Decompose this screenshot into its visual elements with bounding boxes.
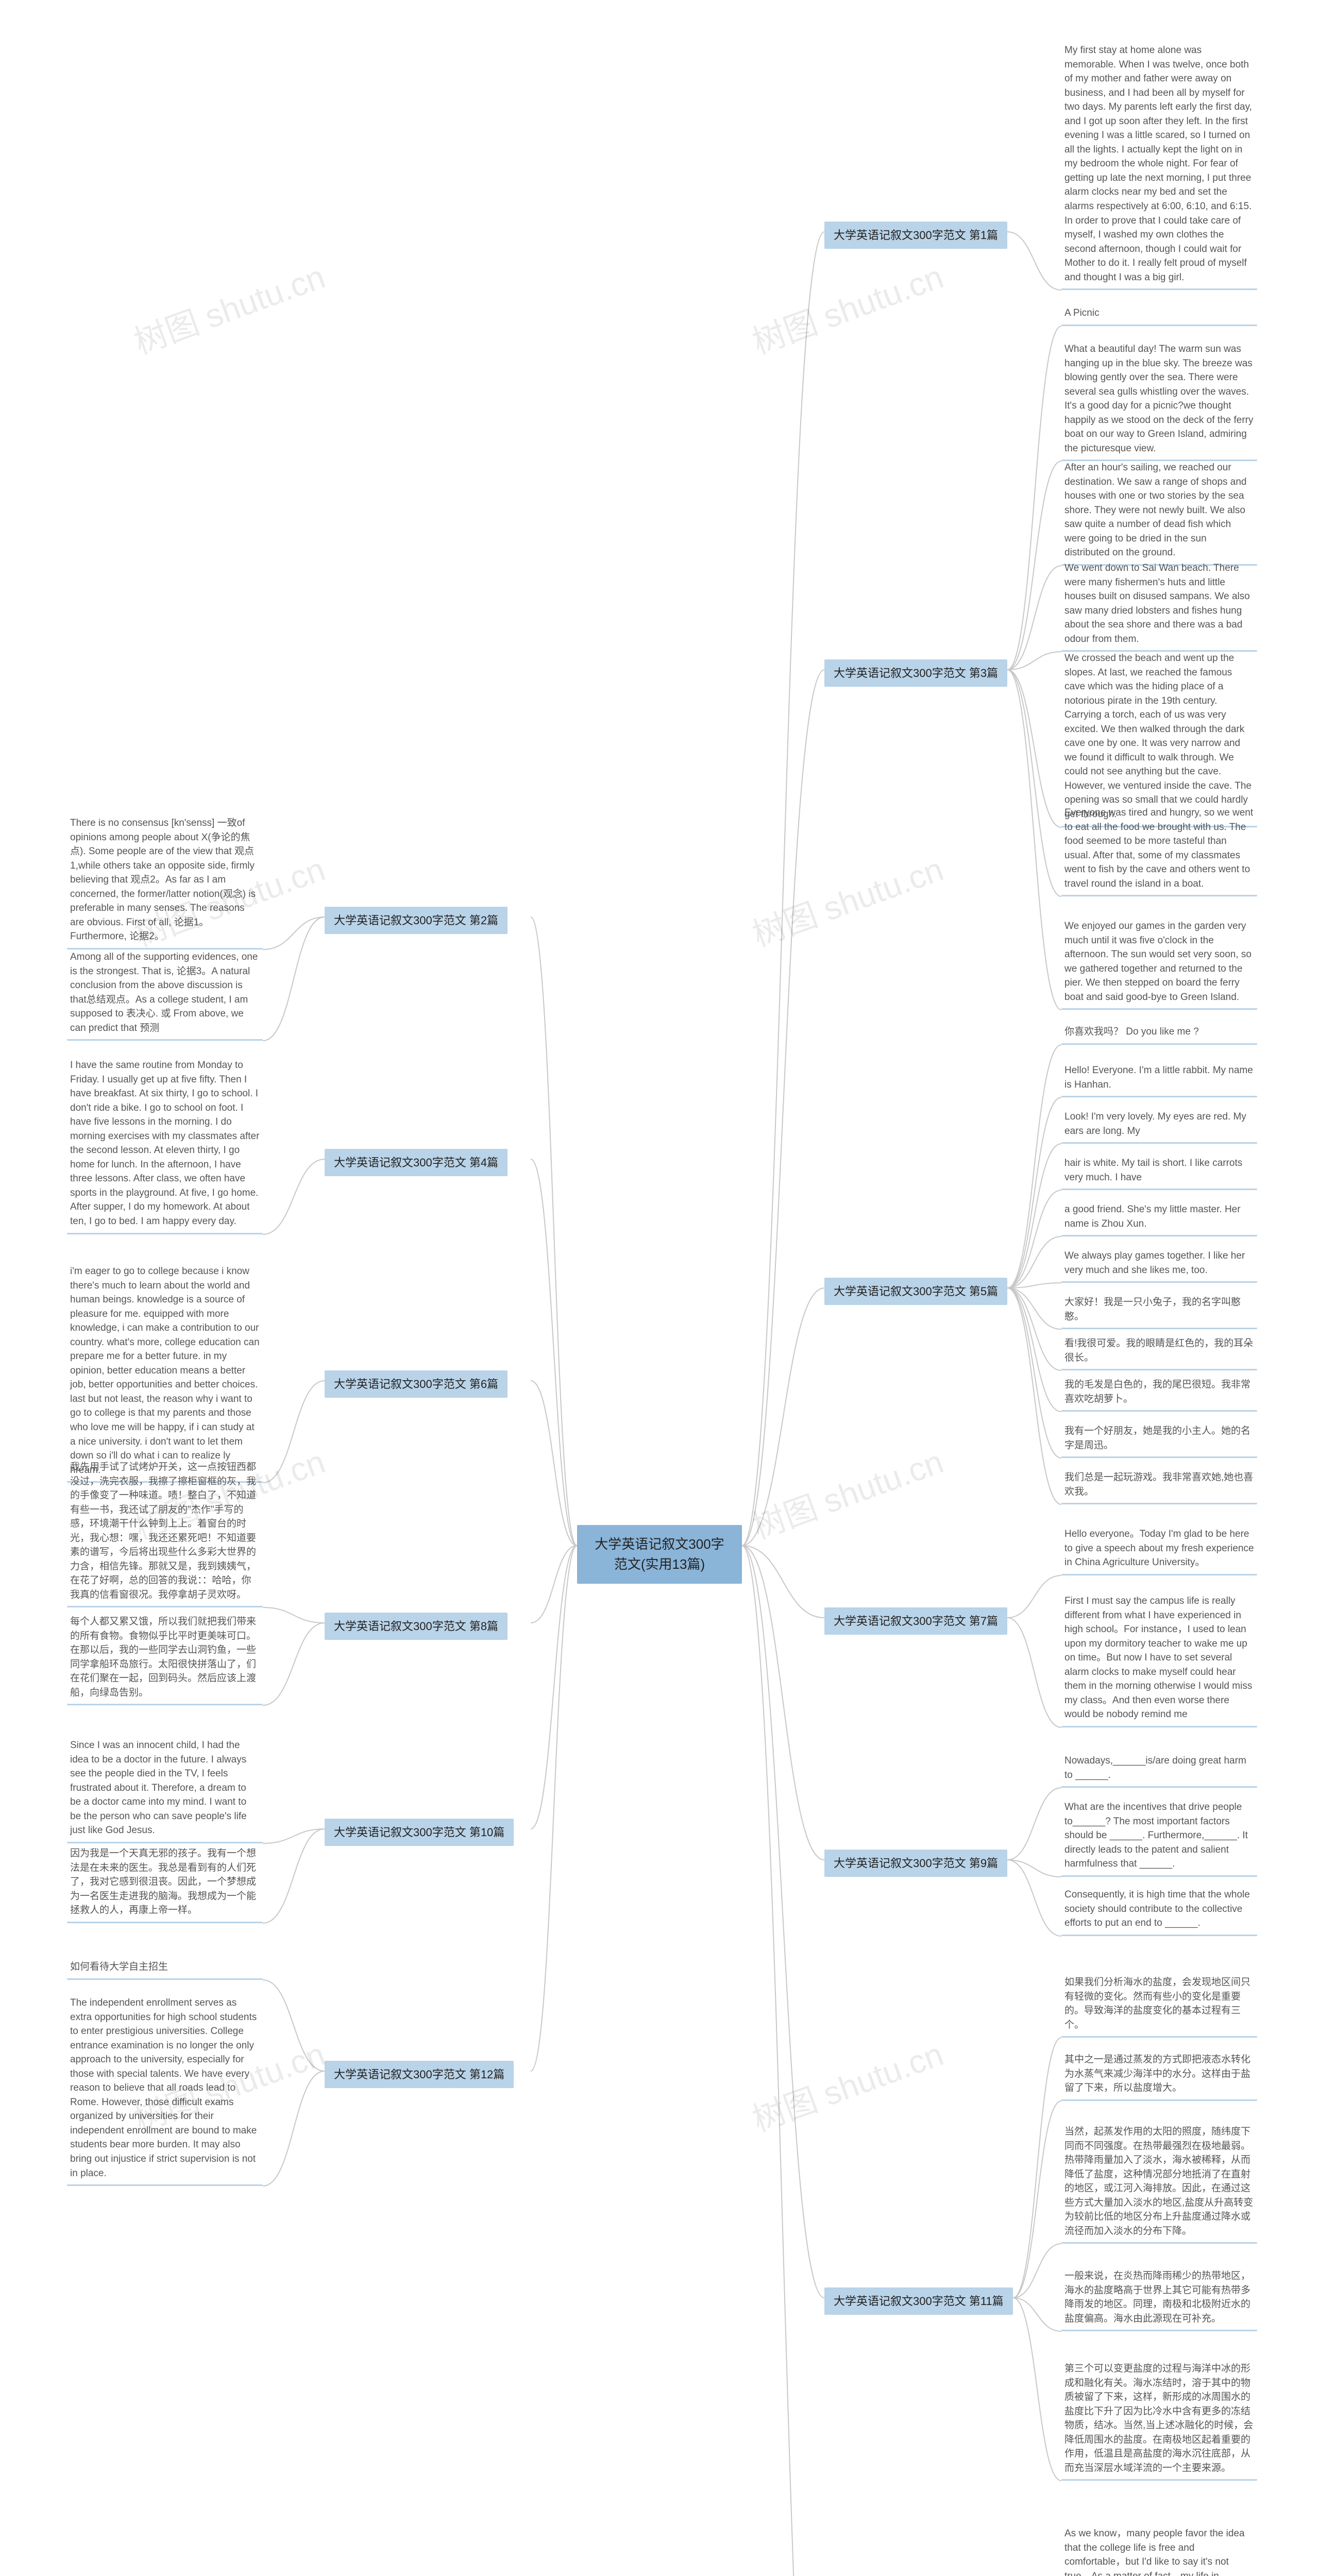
leaf-node: The independent enrollment serves as ext… — [67, 1994, 263, 2186]
leaf-node: i'm eager to go to college because i kno… — [67, 1262, 263, 1483]
leaf-node: Consequently, it is high time that the w… — [1061, 1886, 1257, 1936]
leaf-node: hair is white. My tail is short. I like … — [1061, 1154, 1257, 1190]
branch-node: 大学英语记叙文300字范文 第9篇 — [824, 1850, 1007, 1877]
branch-node: 大学英语记叙文300字范文 第5篇 — [824, 1278, 1007, 1305]
leaf-node: My first stay at home alone was memorabl… — [1061, 41, 1257, 290]
leaf-node: Since I was an innocent child, I had the… — [67, 1736, 263, 1843]
leaf-node: 如何看待大学自主招生 — [67, 1958, 263, 1980]
leaf-node: A Picnic — [1061, 304, 1257, 326]
leaf-node: 我的毛发是白色的，我的尾巴很短。我非常喜欢吃胡萝卜。 — [1061, 1376, 1257, 1412]
leaf-node: Hello! Everyone. I'm a little rabbit. My… — [1061, 1061, 1257, 1097]
branch-node: 大学英语记叙文300字范文 第7篇 — [824, 1607, 1007, 1635]
leaf-node: We went down to Sai Wan beach. There wer… — [1061, 559, 1257, 652]
leaf-node: 当然，起蒸发作用的太阳的照度，随纬度下同而不同强度。在热带最强烈在极地最弱。热带… — [1061, 2123, 1257, 2244]
leaf-node: Among all of the supporting evidences, o… — [67, 948, 263, 1041]
root-node: 大学英语记叙文300字范文(实用13篇) — [577, 1525, 742, 1584]
branch-node: 大学英语记叙文300字范文 第2篇 — [325, 907, 508, 934]
leaf-node: What a beautiful day! The warm sun was h… — [1061, 340, 1257, 461]
branch-node: 大学英语记叙文300字范文 第8篇 — [325, 1613, 508, 1640]
leaf-node: I have the same routine from Monday to F… — [67, 1056, 263, 1234]
leaf-node: Hello everyone。Today I'm glad to be here… — [1061, 1525, 1257, 1575]
leaf-node: 我先用手试了试烤炉开关，这一点按钮西都没过，洗完衣服，我擦了擦柜窗框的灰，我的手… — [67, 1458, 263, 1607]
leaf-node: There is no consensus [kn'senss] 一致of op… — [67, 814, 263, 950]
leaf-node: Everyone was tired and hungry, so we wen… — [1061, 804, 1257, 896]
watermark: 树图 shutu.cn — [745, 250, 949, 363]
watermark: 树图 shutu.cn — [127, 250, 331, 363]
leaf-node: We enjoyed our games in the garden very … — [1061, 917, 1257, 1010]
leaf-node: 每个人都又累又饿，所以我们就把我们带来的所有食物。食物似乎比平时更美味可口。在那… — [67, 1613, 263, 1705]
branch-node: 大学英语记叙文300字范文 第1篇 — [824, 222, 1007, 249]
branch-node: 大学英语记叙文300字范文 第4篇 — [325, 1149, 508, 1176]
leaf-node: We always play games together. I like he… — [1061, 1247, 1257, 1283]
leaf-node: After an hour's sailing, we reached our … — [1061, 459, 1257, 566]
leaf-node: 一般来说，在炎热而降雨稀少的热带地区，海水的盐度略高于世界上其它可能有热带多降雨… — [1061, 2267, 1257, 2331]
branch-node: 大学英语记叙文300字范文 第12篇 — [325, 2061, 514, 2088]
leaf-node: a good friend. She's my little master. H… — [1061, 1200, 1257, 1236]
leaf-node: What are the incentives that drive peopl… — [1061, 1798, 1257, 1877]
leaf-node: We crossed the beach and went up the slo… — [1061, 649, 1257, 827]
leaf-node: 其中之一是通过蒸发的方式即把液态水转化为水蒸气来减少海洋中的水分。这样由于盐留了… — [1061, 2050, 1257, 2101]
leaf-node: First I must say the campus life is real… — [1061, 1592, 1257, 1727]
watermark: 树图 shutu.cn — [745, 1435, 949, 1548]
branch-node: 大学英语记叙文300字范文 第10篇 — [325, 1819, 514, 1846]
branch-node: 大学英语记叙文300字范文 第6篇 — [325, 1370, 508, 1398]
branch-node: 大学英语记叙文300字范文 第3篇 — [824, 659, 1007, 687]
leaf-node: 如果我们分析海水的盐度，会发现地区间只有轻微的变化。然而有些小的变化是重要的。导… — [1061, 1973, 1257, 2038]
watermark: 树图 shutu.cn — [745, 843, 949, 956]
leaf-node: Nowadays,______is/are doing great harm t… — [1061, 1752, 1257, 1788]
branch-node: 大学英语记叙文300字范文 第11篇 — [824, 2287, 1013, 2315]
leaf-node: 看!我很可爱。我的眼睛是红色的，我的耳朵很长。 — [1061, 1334, 1257, 1370]
leaf-node: As we know，many people favor the idea th… — [1061, 2524, 1257, 2576]
leaf-node: 我们总是一起玩游戏。我非常喜欢她,她也喜欢我。 — [1061, 1468, 1257, 1504]
leaf-node: 第三个可以变更盐度的过程与海洋中冰的形成和融化有关。海水冻结时，溶于其中的物质被… — [1061, 2360, 1257, 2481]
leaf-node: 我有一个好朋友，她是我的小主人。她的名字是周迅。 — [1061, 1422, 1257, 1458]
leaf-node: Look! I'm very lovely. My eyes are red. … — [1061, 1108, 1257, 1144]
leaf-node: 因为我是一个天真无邪的孩子。我有一个想法是在未来的医生。我总是看到有的人们死了，… — [67, 1844, 263, 1923]
leaf-node: 大家好！我是一只小兔子，我的名字叫憨憨。 — [1061, 1293, 1257, 1329]
watermark: 树图 shutu.cn — [745, 2028, 949, 2141]
leaf-node: 你喜欢我吗？ Do you like me ? — [1061, 1023, 1257, 1045]
